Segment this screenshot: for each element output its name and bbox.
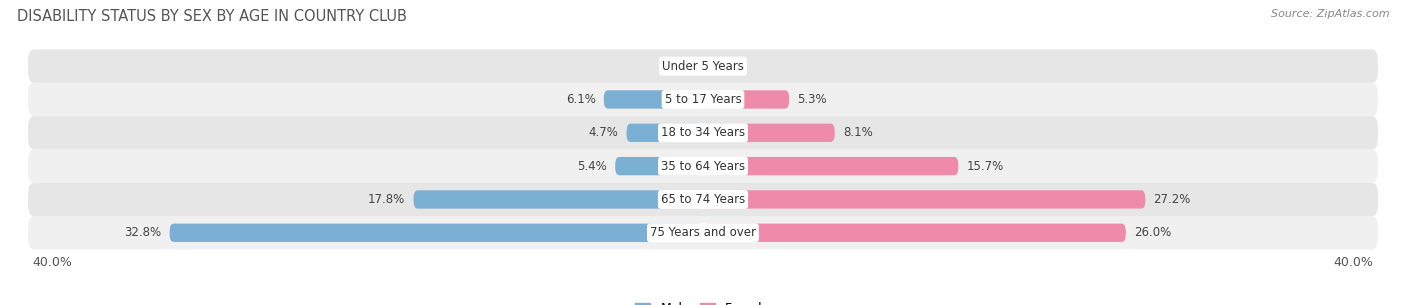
FancyBboxPatch shape — [28, 183, 1378, 216]
FancyBboxPatch shape — [703, 157, 959, 175]
FancyBboxPatch shape — [703, 90, 789, 109]
Text: 6.1%: 6.1% — [565, 93, 596, 106]
Text: 8.1%: 8.1% — [842, 126, 873, 139]
FancyBboxPatch shape — [413, 190, 703, 209]
FancyBboxPatch shape — [627, 124, 703, 142]
Legend: Male, Female: Male, Female — [630, 297, 776, 305]
Text: 75 Years and over: 75 Years and over — [650, 226, 756, 239]
FancyBboxPatch shape — [28, 216, 1378, 249]
Text: 26.0%: 26.0% — [1135, 226, 1171, 239]
Text: DISABILITY STATUS BY SEX BY AGE IN COUNTRY CLUB: DISABILITY STATUS BY SEX BY AGE IN COUNT… — [17, 9, 406, 24]
Text: 5.4%: 5.4% — [578, 160, 607, 173]
FancyBboxPatch shape — [703, 124, 835, 142]
FancyBboxPatch shape — [603, 90, 703, 109]
Text: 4.7%: 4.7% — [589, 126, 619, 139]
FancyBboxPatch shape — [28, 49, 1378, 83]
Text: 0.0%: 0.0% — [665, 60, 695, 73]
Text: 0.0%: 0.0% — [711, 60, 741, 73]
Text: 5 to 17 Years: 5 to 17 Years — [665, 93, 741, 106]
FancyBboxPatch shape — [170, 224, 703, 242]
Text: 65 to 74 Years: 65 to 74 Years — [661, 193, 745, 206]
FancyBboxPatch shape — [28, 116, 1378, 149]
Text: Source: ZipAtlas.com: Source: ZipAtlas.com — [1271, 9, 1389, 19]
Text: 32.8%: 32.8% — [124, 226, 162, 239]
Text: 18 to 34 Years: 18 to 34 Years — [661, 126, 745, 139]
FancyBboxPatch shape — [616, 157, 703, 175]
Text: 35 to 64 Years: 35 to 64 Years — [661, 160, 745, 173]
Text: Under 5 Years: Under 5 Years — [662, 60, 744, 73]
FancyBboxPatch shape — [703, 190, 1146, 209]
FancyBboxPatch shape — [28, 149, 1378, 183]
Text: 5.3%: 5.3% — [797, 93, 827, 106]
FancyBboxPatch shape — [28, 83, 1378, 116]
Text: 27.2%: 27.2% — [1153, 193, 1191, 206]
Text: 15.7%: 15.7% — [966, 160, 1004, 173]
Text: 17.8%: 17.8% — [368, 193, 405, 206]
FancyBboxPatch shape — [703, 224, 1126, 242]
